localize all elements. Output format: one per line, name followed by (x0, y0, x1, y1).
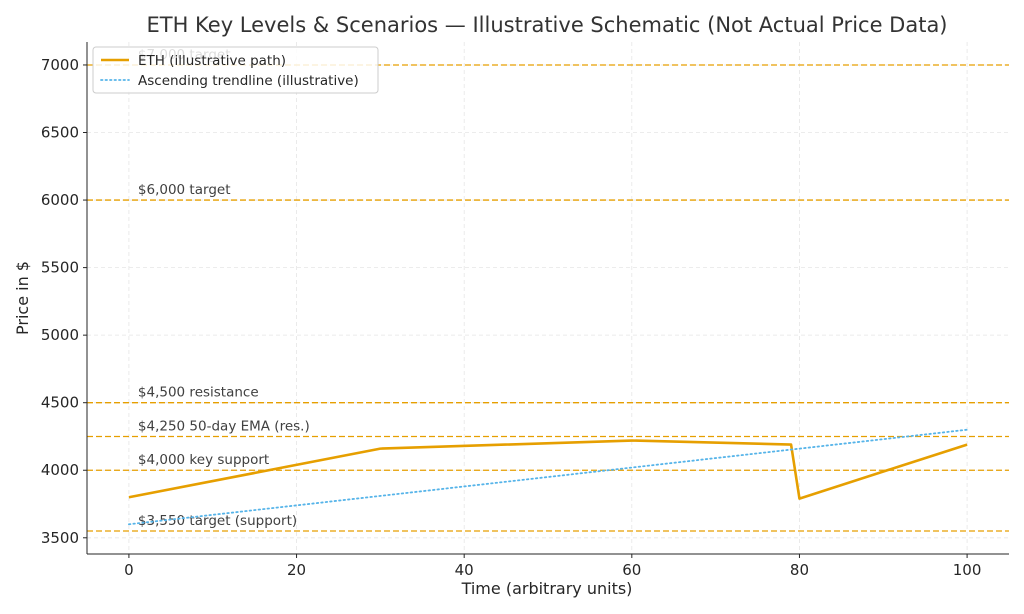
eth-series (128, 439, 968, 500)
y-tick-label: 6500 (41, 124, 79, 142)
level-lines: $7,000 target$6,000 target$4,500 resista… (87, 47, 1009, 532)
x-axis-title: Time (arbitrary units) (461, 579, 633, 598)
x-tick-label: 20 (287, 561, 306, 579)
trendline-series (128, 428, 968, 526)
level-label: $4,500 resistance (138, 385, 259, 401)
legend-label: ETH (illustrative path) (138, 53, 286, 69)
level-label: $6,000 target (138, 182, 231, 198)
level-label: $4,000 key support (138, 452, 269, 468)
x-tick-label: 40 (455, 561, 474, 579)
level-label: $4,250 50-day EMA (res.) (138, 418, 310, 434)
x-tick-label: 60 (622, 561, 641, 579)
y-tick-label: 5000 (41, 326, 79, 344)
y-tick-label: 4000 (41, 461, 79, 479)
y-tick-label: 6000 (41, 191, 79, 209)
level-label: $3,550 target (support) (138, 513, 297, 529)
chart-title: ETH Key Levels & Scenarios — Illustrativ… (146, 13, 947, 37)
y-axis-title: Price in $ (13, 261, 32, 335)
y-tick-label: 7000 (41, 56, 79, 74)
legend: ETH (illustrative path) Ascending trendli… (92, 46, 379, 94)
ticks: 0 20 40 60 80 100 3500 4000 4500 5000 5500 6000 6500… (41, 56, 982, 579)
legend-label: Ascending trendline (illustrative) (138, 73, 359, 89)
x-tick-label: 0 (124, 561, 134, 579)
series-lines (128, 428, 968, 526)
legend-box (92, 46, 379, 94)
y-tick-label: 3500 (41, 529, 79, 547)
axes (86, 42, 1009, 555)
x-tick-label: 100 (953, 561, 982, 579)
y-tick-label: 5500 (41, 259, 79, 277)
y-tick-label: 4500 (41, 394, 79, 412)
grid (87, 42, 1009, 554)
x-tick-label: 80 (790, 561, 809, 579)
